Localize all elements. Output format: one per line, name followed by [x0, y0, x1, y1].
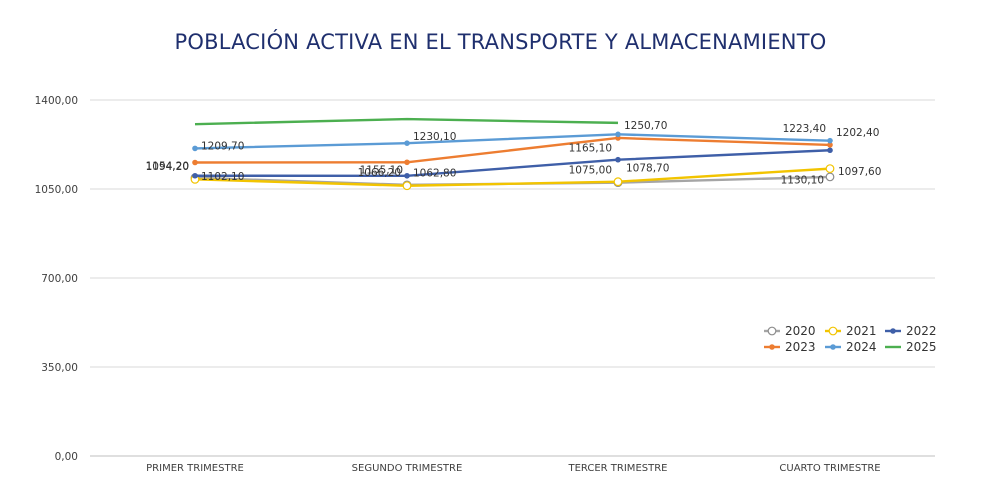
x-tick-label: PRIMER TRIMESTRE: [146, 463, 244, 474]
data-label: 1066,20: [358, 167, 401, 179]
x-axis: PRIMER TRIMESTRE SEGUNDO TRIMESTRE TERCER …: [146, 463, 880, 474]
series-2024: [192, 131, 833, 152]
data-point: [404, 140, 410, 147]
data-point: [615, 131, 621, 138]
data-label: 1075,00: [569, 165, 612, 177]
data-label: 1165,10: [569, 143, 612, 155]
data-label: 1094,20: [146, 161, 189, 173]
data-label: 1209,70: [201, 140, 244, 152]
legend-label: 2021: [846, 324, 877, 338]
data-label: 1097,60: [838, 166, 881, 178]
series-line: [194, 133, 831, 150]
y-tick-label: 350,00: [41, 362, 78, 374]
data-point: [192, 159, 198, 166]
data-label: 1155,10: [360, 164, 403, 176]
x-tick-label: CUARTO TRIMESTRE: [779, 463, 880, 474]
series-line: [194, 149, 831, 177]
series-line: [194, 136, 831, 164]
data-point: [825, 172, 835, 182]
legend-item-2023: 2023: [764, 340, 816, 354]
legend-marker: [769, 344, 775, 350]
data-label: 1223,40: [783, 123, 826, 135]
series-line: [194, 167, 831, 187]
x-tick-label: SEGUNDO TRIMESTRE: [352, 463, 463, 474]
data-label: 1154,20: [146, 161, 189, 173]
y-axis: 0,00 350,00 700,00 1050,00 1400,00: [35, 95, 78, 463]
legend-label: 2022: [906, 324, 937, 338]
data-label: 1202,40: [836, 127, 879, 139]
legend-label: 2023: [785, 340, 816, 354]
data-label: 1102,10: [201, 171, 244, 183]
legend-label: 2020: [785, 324, 816, 338]
series-layer: [190, 117, 835, 191]
data-label: 1250,70: [624, 120, 667, 132]
data-point: [192, 172, 198, 179]
data-label: 1230,10: [413, 131, 456, 143]
data-label: 1078,70: [626, 163, 669, 175]
data-point: [404, 172, 410, 179]
series-2022: [192, 147, 833, 179]
y-tick-label: 1050,00: [35, 184, 78, 196]
legend-item-2025: 2025: [885, 340, 937, 354]
series-line: [194, 117, 619, 126]
series-2025: [194, 117, 619, 126]
data-label: 1062,80: [413, 168, 456, 180]
y-tick-label: 1400,00: [35, 95, 78, 107]
legend-item-2021: 2021: [825, 324, 877, 338]
legend-label: 2024: [846, 340, 877, 354]
data-point: [613, 177, 623, 187]
data-point: [404, 159, 410, 166]
data-point: [827, 142, 833, 148]
data-point: [825, 164, 835, 174]
legend-marker: [830, 344, 836, 350]
data-point: [192, 145, 198, 152]
data-labels: 1094,20 1066,20 1075,00 1097,60 1062,80 1078,…: [146, 120, 882, 187]
legend-item-2020: 2020: [764, 324, 816, 338]
x-tick-label: TERCER TRIMESTRE: [568, 463, 668, 474]
grid-layer: [90, 99, 935, 457]
legend-item-2022: 2022: [885, 324, 937, 338]
data-point: [615, 156, 621, 163]
y-tick-label: 700,00: [41, 273, 78, 285]
legend-marker: [828, 326, 838, 336]
legend: 2020 2021 2022 2023 2024 2025: [764, 324, 937, 354]
legend-label: 2025: [906, 340, 937, 354]
data-label: 1130,10: [781, 175, 824, 187]
data-point: [402, 181, 412, 191]
data-point: [827, 147, 833, 154]
y-tick-label: 0,00: [55, 451, 78, 463]
legend-item-2024: 2024: [825, 340, 877, 354]
data-point: [827, 137, 833, 144]
chart-title: POBLACIÓN ACTIVA EN EL TRANSPORTE Y ALMA…: [174, 30, 827, 54]
legend-marker: [890, 328, 896, 334]
legend-marker: [767, 326, 777, 336]
